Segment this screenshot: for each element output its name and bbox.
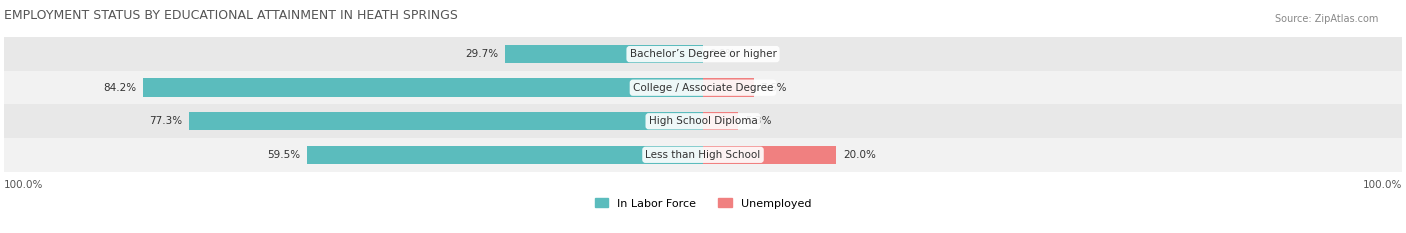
Text: Bachelor’s Degree or higher: Bachelor’s Degree or higher (630, 49, 776, 59)
Text: EMPLOYMENT STATUS BY EDUCATIONAL ATTAINMENT IN HEATH SPRINGS: EMPLOYMENT STATUS BY EDUCATIONAL ATTAINM… (4, 9, 458, 22)
Text: 5.3%: 5.3% (745, 116, 772, 126)
Text: 59.5%: 59.5% (267, 150, 301, 160)
Text: 7.6%: 7.6% (761, 83, 787, 93)
Text: 100.0%: 100.0% (1362, 180, 1402, 190)
Text: 20.0%: 20.0% (842, 150, 876, 160)
Bar (307, 146, 703, 164)
Text: High School Diploma: High School Diploma (648, 116, 758, 126)
Text: 84.2%: 84.2% (103, 83, 136, 93)
Bar (142, 79, 703, 97)
Text: 77.3%: 77.3% (149, 116, 181, 126)
Bar (4, 138, 1402, 171)
Bar (703, 112, 738, 130)
Bar (505, 45, 703, 63)
Bar (4, 71, 1402, 104)
Bar (188, 112, 703, 130)
Text: 100.0%: 100.0% (4, 180, 44, 190)
Bar (703, 79, 754, 97)
Text: 29.7%: 29.7% (465, 49, 499, 59)
Legend: In Labor Force, Unemployed: In Labor Force, Unemployed (591, 194, 815, 213)
Text: Less than High School: Less than High School (645, 150, 761, 160)
Text: College / Associate Degree: College / Associate Degree (633, 83, 773, 93)
Text: Source: ZipAtlas.com: Source: ZipAtlas.com (1274, 14, 1378, 24)
Bar (4, 37, 1402, 71)
Bar (703, 146, 837, 164)
Text: 0.0%: 0.0% (710, 49, 735, 59)
Bar (4, 104, 1402, 138)
